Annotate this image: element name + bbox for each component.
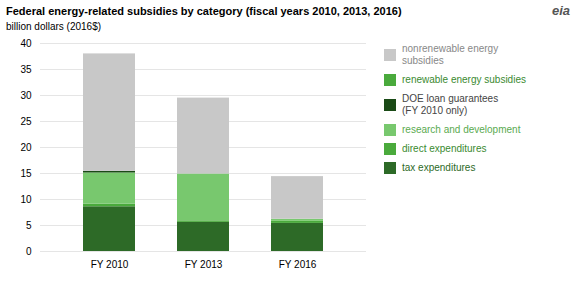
svg-text:FY 2016: FY 2016 [279, 259, 317, 270]
html-text:eia: eia [551, 3, 570, 18]
svg-text:35: 35 [20, 64, 32, 75]
svg-text:0: 0 [26, 246, 32, 257]
html-text:renewable energy subsidies: renewable energy subsidies [402, 74, 526, 85]
svg-text:FY 2010: FY 2010 [91, 259, 129, 270]
svg-text:5: 5 [26, 220, 32, 231]
html-text:direct expenditures: direct expenditures [402, 143, 487, 154]
html-text:Federal energy-related subsidi: Federal energy-related subsidies by cate… [6, 5, 402, 17]
svg-text:15: 15 [20, 168, 32, 179]
svg-text:40: 40 [20, 38, 32, 49]
svg-text:10: 10 [20, 194, 32, 205]
html-text:nonrenewable energy subsidies: nonrenewable energy subsidies [402, 43, 499, 66]
svg-text:30: 30 [20, 90, 32, 101]
html-text:billion dollars (2016$): billion dollars (2016$) [6, 21, 102, 32]
html-text:tax expenditures: tax expenditures [402, 162, 476, 173]
svg-text:20: 20 [20, 142, 32, 153]
svg-text:25: 25 [20, 116, 32, 127]
html-text:DOE loan guarantees (FY 2010 o: DOE loan guarantees (FY 2010 only) [402, 93, 499, 116]
html-text:research and development: research and development [402, 124, 521, 135]
svg-text:FY 2013: FY 2013 [185, 259, 223, 270]
